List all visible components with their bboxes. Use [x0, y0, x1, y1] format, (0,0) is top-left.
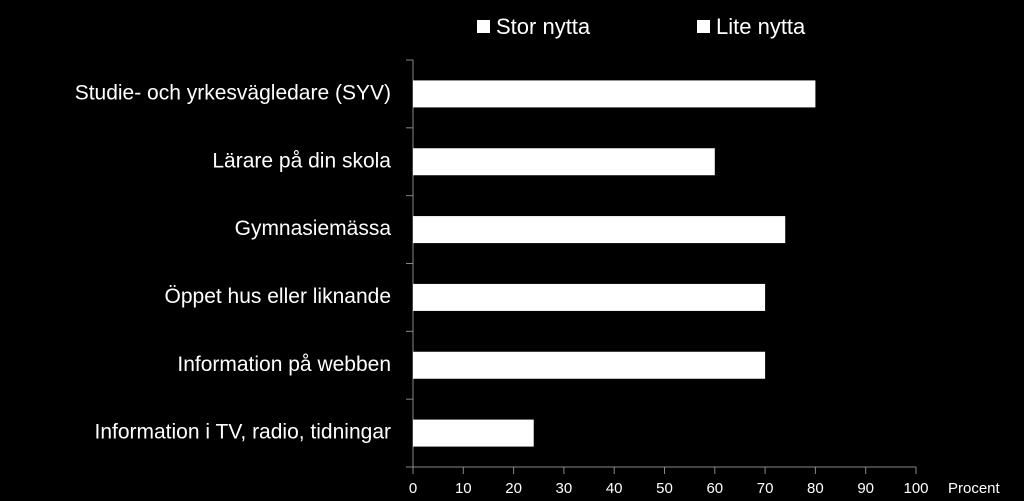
y-tick-label: Lärare på din skola: [212, 149, 391, 172]
bar: [413, 148, 715, 176]
x-tick-label: 100: [903, 480, 928, 497]
x-tick-label: 10: [455, 480, 472, 497]
bar: [413, 419, 534, 447]
x-tick-label: 0: [409, 480, 417, 497]
x-tick-label: 60: [706, 480, 723, 497]
x-tick-label: 20: [505, 480, 522, 497]
legend-label: Stor nytta: [496, 14, 591, 39]
bar: [413, 351, 766, 379]
legend-swatch: [477, 20, 490, 33]
y-tick-label: Information i TV, radio, tidningar: [94, 421, 391, 444]
x-tick-label: 80: [807, 480, 824, 497]
y-tick-label: Öppet hus eller liknande: [165, 285, 391, 308]
x-tick-label: 70: [757, 480, 774, 497]
y-tick-label: Gymnasiemässa: [235, 217, 392, 240]
x-tick-label: 90: [857, 480, 874, 497]
bar: [413, 80, 816, 108]
x-axis-label: Procent: [948, 480, 1001, 497]
x-tick-label: 50: [656, 480, 673, 497]
legend-swatch: [697, 20, 710, 33]
bar: [413, 216, 786, 244]
bar: [413, 283, 766, 311]
legend-label: Lite nytta: [716, 14, 806, 39]
x-tick-label: 30: [556, 480, 573, 497]
x-tick-label: 40: [606, 480, 623, 497]
y-tick-label: Studie- och yrkesvägledare (SYV): [75, 81, 391, 104]
y-tick-label: Information på webben: [177, 353, 391, 376]
